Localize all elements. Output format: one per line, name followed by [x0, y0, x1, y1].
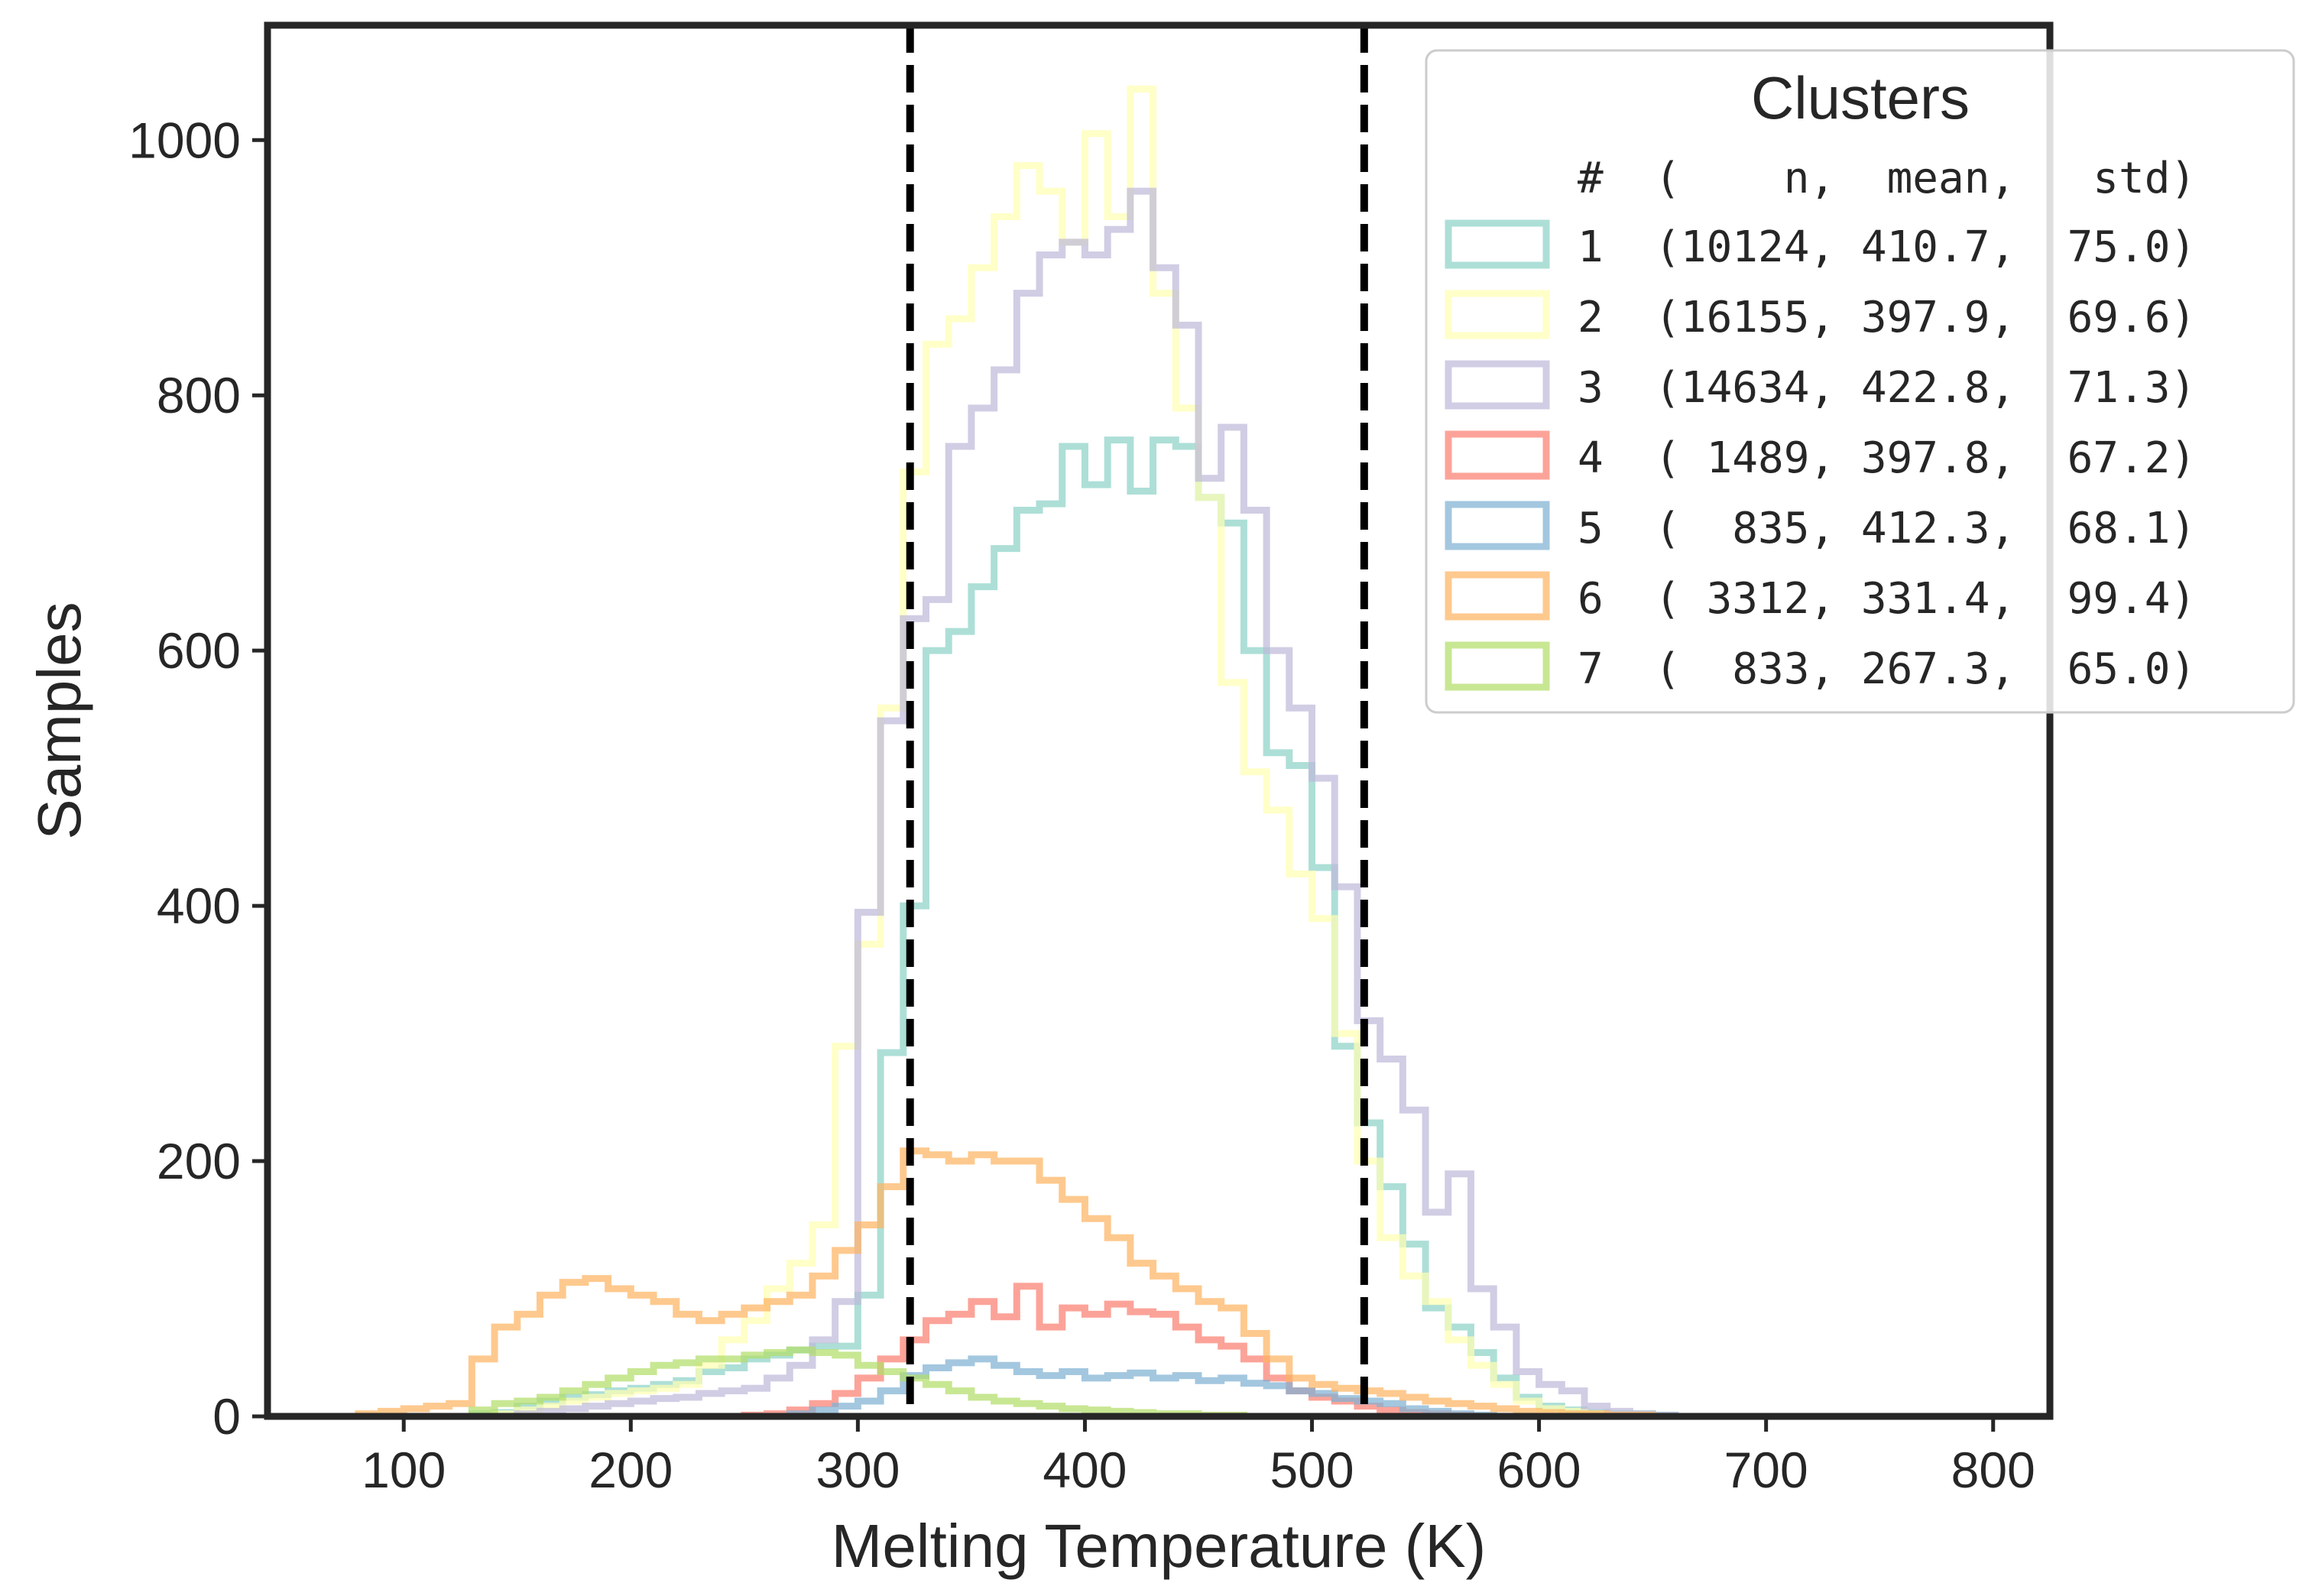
x-axis-ticks: 100 200 300 400 500 600 700 800 — [362, 1416, 2035, 1498]
y-axis-title: Samples — [25, 602, 93, 839]
x-tick-label: 400 — [1043, 1442, 1127, 1498]
legend-entry-1: 1 (10124, 410.7, 75.0) — [1578, 222, 2196, 272]
legend: Clusters # ( n, mean, std) 1 (10124, 410… — [1425, 49, 2295, 714]
legend-entry-5: 5 ( 835, 412.3, 68.1) — [1578, 504, 2196, 553]
y-tick-label: 0 — [212, 1388, 241, 1445]
legend-title: Clusters — [1751, 64, 1970, 131]
legend-swatch-5 — [1445, 501, 1550, 550]
x-tick-label: 100 — [362, 1442, 446, 1498]
histogram-series-6 — [336, 1147, 1971, 1416]
histogram-series-7 — [336, 1346, 1971, 1416]
legend-entry-6: 6 ( 3312, 331.4, 99.4) — [1578, 574, 2196, 624]
legend-swatch-2 — [1445, 290, 1550, 339]
legend-entry-2: 2 (16155, 397.9, 69.6) — [1578, 293, 2196, 342]
y-tick-label: 200 — [157, 1133, 241, 1189]
y-tick-label: 800 — [157, 367, 241, 423]
legend-swatch-6 — [1445, 571, 1550, 621]
legend-swatch-4 — [1445, 430, 1550, 480]
legend-swatch-7 — [1445, 641, 1550, 691]
legend-header: # ( n, mean, std) — [1578, 154, 2196, 203]
x-tick-label: 700 — [1724, 1442, 1808, 1498]
y-axis-ticks: 0 200 400 600 800 1000 — [128, 112, 268, 1445]
reference-lines — [906, 25, 1368, 1416]
x-tick-label: 500 — [1270, 1442, 1354, 1498]
y-tick-label: 600 — [157, 622, 241, 679]
x-axis-title: Melting Temperature (K) — [832, 1512, 1487, 1580]
legend-entry-3: 3 (14634, 422.8, 71.3) — [1578, 363, 2196, 413]
x-tick-label: 600 — [1497, 1442, 1581, 1498]
legend-entry-7: 7 ( 833, 267.3, 65.0) — [1578, 644, 2196, 694]
histogram-series-3 — [336, 187, 1971, 1416]
y-tick-label: 400 — [157, 877, 241, 934]
legend-box — [1425, 49, 2295, 714]
x-tick-label: 300 — [816, 1442, 900, 1498]
legend-swatch-3 — [1445, 360, 1550, 410]
legend-swatch-1 — [1445, 219, 1550, 269]
plot-frame — [264, 21, 2054, 1420]
x-tick-label: 200 — [589, 1442, 673, 1498]
histogram-series-5 — [336, 1355, 1971, 1416]
y-tick-label: 1000 — [128, 112, 241, 168]
series-layer — [336, 85, 1971, 1416]
histogram-series-4 — [336, 1283, 1971, 1416]
legend-entry-4: 4 ( 1489, 397.8, 67.2) — [1578, 433, 2196, 483]
x-tick-label: 800 — [1951, 1442, 2035, 1498]
